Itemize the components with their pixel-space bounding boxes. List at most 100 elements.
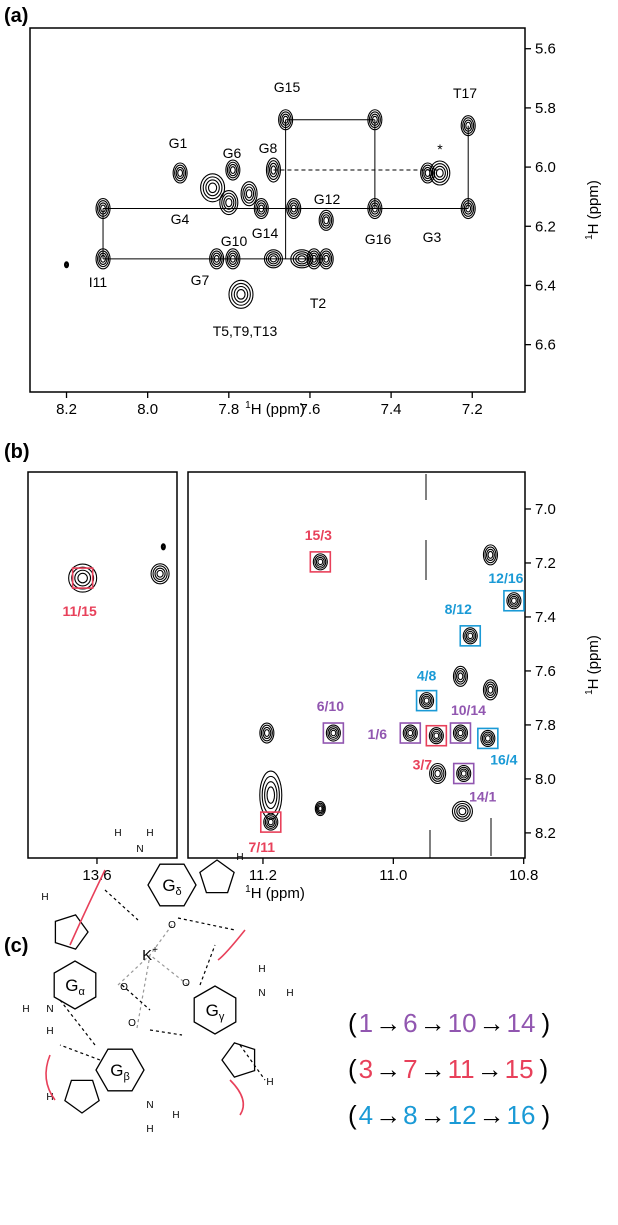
atom-label: H: [258, 964, 265, 975]
peak: [483, 680, 497, 700]
contour-line: [483, 680, 497, 700]
axis-label-text: H (ppm): [251, 401, 305, 418]
residue: 12: [448, 1100, 477, 1130]
contour-line: [481, 730, 495, 746]
contour-line: [429, 728, 443, 744]
ion-label: K+: [142, 945, 158, 964]
contour-line: [173, 163, 187, 183]
peak: [315, 802, 325, 816]
y-tick-label: 7.6: [535, 663, 556, 680]
atom-label: H: [266, 1077, 273, 1088]
assignment-label: 6/10: [317, 698, 344, 714]
x-tick-label: 11.2: [249, 867, 277, 884]
x-tick-label: 13.6: [82, 867, 111, 884]
peak: [151, 564, 169, 584]
peak: [220, 191, 238, 215]
residue: 16: [507, 1100, 536, 1130]
y-tick-label: 7.0: [535, 501, 556, 518]
peak: [507, 593, 521, 609]
contour-line: [488, 686, 493, 693]
contour-line: [66, 264, 67, 266]
atom-label: O: [182, 978, 190, 989]
axis-label: 1H (ppm): [245, 884, 305, 902]
x-tick-label: 8.0: [137, 401, 158, 418]
contour-line: [461, 771, 466, 776]
peak-label: I11: [89, 274, 108, 290]
peak-label: T2: [310, 295, 327, 311]
atom-label: H: [236, 852, 243, 863]
peak-label: G12: [314, 191, 341, 207]
base-sub: α: [78, 986, 85, 998]
contour-line: [220, 191, 238, 215]
atom-label: O: [128, 1018, 136, 1029]
contour-line: [319, 210, 333, 230]
sequence: (3→7→11→15): [348, 1054, 548, 1084]
peak: [173, 163, 187, 183]
contour-line: [483, 545, 497, 565]
base-sub: γ: [219, 1011, 225, 1023]
contour-line: [78, 573, 88, 583]
peak-label: G4: [171, 211, 190, 227]
peak: [457, 766, 471, 782]
contour-line: [331, 730, 336, 735]
contour-line: [324, 217, 329, 224]
residue: 10: [448, 1008, 477, 1038]
residue: 3: [359, 1054, 373, 1084]
arrow: →: [420, 1008, 446, 1038]
contour-line: [458, 730, 463, 735]
peak: [264, 814, 278, 830]
contour-line: [453, 725, 467, 741]
contour-line: [209, 183, 217, 193]
contour-line: [468, 633, 473, 638]
contour-line: [267, 787, 274, 803]
arrow: →: [477, 1054, 503, 1084]
y-tick-label: 8.0: [535, 771, 556, 788]
contour-line: [229, 280, 253, 308]
base-label: Gδ: [162, 876, 181, 898]
atom-label: O: [120, 982, 128, 993]
contour-line: [260, 723, 274, 743]
contour-line: [157, 570, 163, 577]
assignment-box: [73, 568, 93, 588]
ion-coordination: [137, 955, 150, 1028]
arrow: →: [479, 1008, 505, 1038]
assignment-label: 15/3: [305, 527, 332, 543]
arrow: →: [375, 1100, 401, 1130]
sequence: (1→6→10→14): [348, 1008, 550, 1038]
base-label: Gγ: [206, 1001, 225, 1023]
contour-line: [318, 559, 323, 564]
base-sub: δ: [176, 886, 182, 898]
ring: [65, 1080, 99, 1113]
atom-label: H: [172, 1110, 179, 1121]
hydrogen-bond: [60, 1045, 100, 1060]
hydrogen-bond: [178, 918, 235, 930]
ion-sup: +: [152, 945, 158, 956]
peak: [313, 554, 327, 570]
hydrogen-bond: [200, 945, 215, 985]
base-letter: G: [206, 1001, 219, 1020]
base-sub: β: [123, 1071, 129, 1083]
peak: [326, 725, 340, 741]
plot-frame: [28, 472, 177, 858]
contour-line: [435, 770, 440, 777]
assignment-label: 4/8: [417, 668, 437, 684]
hydrogen-bond: [105, 890, 138, 920]
contour-line: [453, 666, 467, 686]
contour-line: [459, 808, 466, 815]
assignment-label: 16/4: [490, 751, 517, 767]
contour-line: [488, 551, 493, 558]
ring: [222, 1043, 255, 1077]
panel-label: (a): [4, 5, 28, 27]
axis-label-text: H (ppm): [585, 635, 602, 689]
contour-line: [226, 160, 240, 180]
residue: 15: [505, 1054, 534, 1084]
peak: [403, 725, 417, 741]
contour-line: [403, 725, 417, 741]
atom-label: H: [114, 828, 121, 839]
x-tick-label: 11.0: [379, 867, 407, 884]
assignment-label: 11/15: [63, 603, 97, 619]
contour-line: [268, 819, 273, 824]
hydrogen-bond: [150, 1030, 182, 1035]
noe-arrow: [230, 1080, 243, 1115]
residue: 1: [359, 1008, 373, 1038]
